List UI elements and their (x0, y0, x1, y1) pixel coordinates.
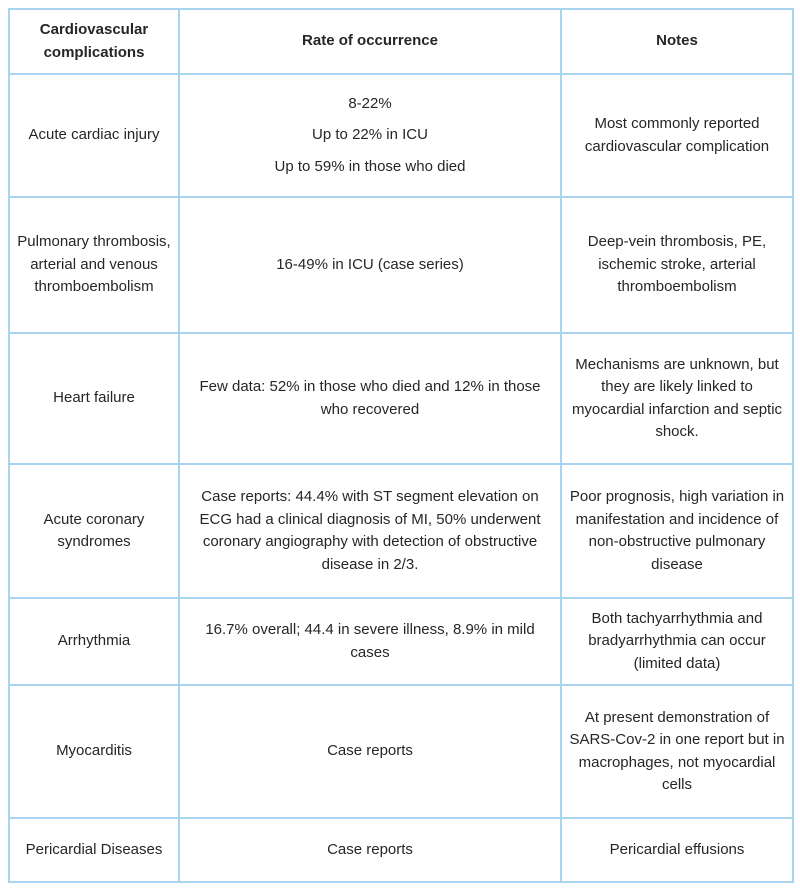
complication-cell: Arrhythmia (8, 597, 180, 686)
notes-cell: At present demonstration of SARS-Cov-2 i… (560, 684, 794, 819)
complication-cell: Acute coronary syndromes (8, 463, 180, 599)
notes-cell: Deep-vein thrombosis, PE, ischemic strok… (560, 196, 794, 334)
complication-cell: Pulmonary thrombosis, arterial and venou… (8, 196, 180, 334)
table-row-acute-cardiac-injury: Acute cardiac injury 8-22% Up to 22% in I… (8, 73, 794, 198)
table-row-heart-failure: Heart failure Few data: 52% in those who… (8, 332, 794, 465)
rate-cell: Few data: 52% in those who died and 12% … (178, 332, 562, 465)
table-row-pulmonary-thrombosis: Pulmonary thrombosis, arterial and venou… (8, 196, 794, 334)
rate-cell: 8-22% Up to 22% in ICU Up to 59% in those … (178, 73, 562, 198)
notes-cell: Mechanisms are unknown, but they are lik… (560, 332, 794, 465)
header-cell-notes: Notes (560, 8, 794, 75)
rate-cell: Case reports: 44.4% with ST segment elev… (178, 463, 562, 599)
table-body: Acute cardiac injury 8-22% Up to 22% in I… (8, 73, 794, 883)
rate-cell: Case reports (178, 684, 562, 819)
cardiovascular-complications-table: Cardiovascular complications Rate of occ… (8, 8, 794, 883)
notes-cell: Pericardial effusions (560, 817, 794, 883)
complication-cell: Acute cardiac injury (8, 73, 180, 198)
notes-cell: Most commonly reported cardiovascular co… (560, 73, 794, 198)
table-row-acute-coronary-syndromes: Acute coronary syndromes Case reports: 4… (8, 463, 794, 599)
complication-cell: Heart failure (8, 332, 180, 465)
table-row-arrhythmia: Arrhythmia 16.7% overall; 44.4 in severe… (8, 597, 794, 686)
rate-cell: 16-49% in ICU (case series) (178, 196, 562, 334)
header-cell-rate: Rate of occurrence (178, 8, 562, 75)
rate-cell: 16.7% overall; 44.4 in severe illness, 8… (178, 597, 562, 686)
table-row-pericardial-diseases: Pericardial Diseases Case reports Perica… (8, 817, 794, 883)
complication-cell: Myocarditis (8, 684, 180, 819)
header-cell-complications: Cardiovascular complications (8, 8, 180, 75)
header-row: Cardiovascular complications Rate of occ… (8, 8, 794, 75)
rate-cell: Case reports (178, 817, 562, 883)
notes-cell: Poor prognosis, high variation in manife… (560, 463, 794, 599)
cardiovascular-complications-table-container: Cardiovascular complications Rate of occ… (8, 8, 794, 883)
notes-cell: Both tachyarrhythmia and bradyarrhythmia… (560, 597, 794, 686)
complication-cell: Pericardial Diseases (8, 817, 180, 883)
table-header: Cardiovascular complications Rate of occ… (8, 8, 794, 75)
table-row-myocarditis: Myocarditis Case reports At present demo… (8, 684, 794, 819)
